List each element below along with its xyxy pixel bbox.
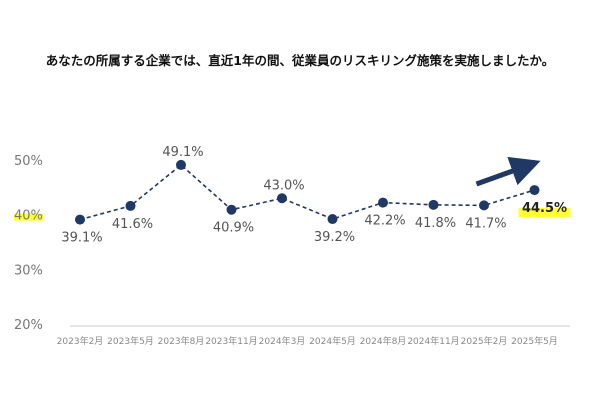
trend-arrow-layer (475, 156, 541, 187)
data-point (277, 193, 287, 204)
x-tick-label: 2024年8月 (360, 335, 407, 347)
data-point (327, 214, 338, 225)
data-point (176, 159, 186, 170)
data-label: 40.9% (213, 221, 254, 236)
data-label: 44.5% (522, 201, 567, 216)
data-point (529, 185, 540, 196)
data-points-layer (75, 159, 540, 225)
data-point (226, 204, 237, 215)
x-tick-label: 2023年2月 (57, 335, 104, 347)
x-tick-label: 2025年2月 (461, 335, 508, 347)
data-point (479, 200, 489, 211)
trend-arrow (475, 156, 541, 187)
data-label: 41.6% (112, 217, 153, 232)
data-labels-layer: 39.1% 41.6% 49.1% 40.9% 43.0% 39.2% 42.2% 41.8%… (61, 145, 567, 246)
y-ticks-layer: 20% 30% 40% 50% (14, 154, 43, 333)
series-line (79, 163, 535, 221)
x-tick-label: 2024年5月 (309, 335, 356, 347)
x-tick-label: 2023年8月 (158, 335, 205, 347)
y-tick-label: 40% (14, 209, 43, 224)
chart-title: あなたの所属する企業では、直近1年の間、従業員のリスキリング施策を実施しましたか… (45, 53, 555, 68)
y-tick-label: 20% (14, 318, 43, 333)
data-label: 41.7% (465, 216, 506, 231)
ytick-highlight (14, 213, 43, 221)
data-label: 49.1% (162, 145, 203, 160)
data-point (75, 214, 85, 225)
x-tick-label: 2023年11月 (205, 335, 257, 347)
data-label: 42.2% (364, 214, 405, 229)
y-tick-label: 50% (14, 154, 43, 169)
x-tick-label: 2023年5月 (107, 335, 154, 347)
y-tick-label: 30% (14, 263, 43, 278)
x-tick-label: 2024年3月 (259, 335, 306, 347)
data-label: 39.1% (61, 231, 102, 246)
x-ticks-layer: 2023年2月 2023年5月 2023年8月 2023年11月 2024年3月 2024… (57, 335, 558, 347)
data-point (378, 197, 388, 208)
data-label: 43.0% (263, 178, 304, 193)
highlight-layer (14, 208, 571, 221)
data-label: 39.2% (314, 230, 355, 245)
data-point (428, 199, 439, 210)
data-point (125, 200, 136, 211)
point-label-highlight (518, 208, 571, 218)
x-tick-label: 2025年5月 (511, 335, 558, 347)
data-label: 41.8% (415, 216, 456, 231)
x-tick-label: 2024年11月 (407, 335, 459, 347)
series-line-layer (79, 163, 535, 221)
